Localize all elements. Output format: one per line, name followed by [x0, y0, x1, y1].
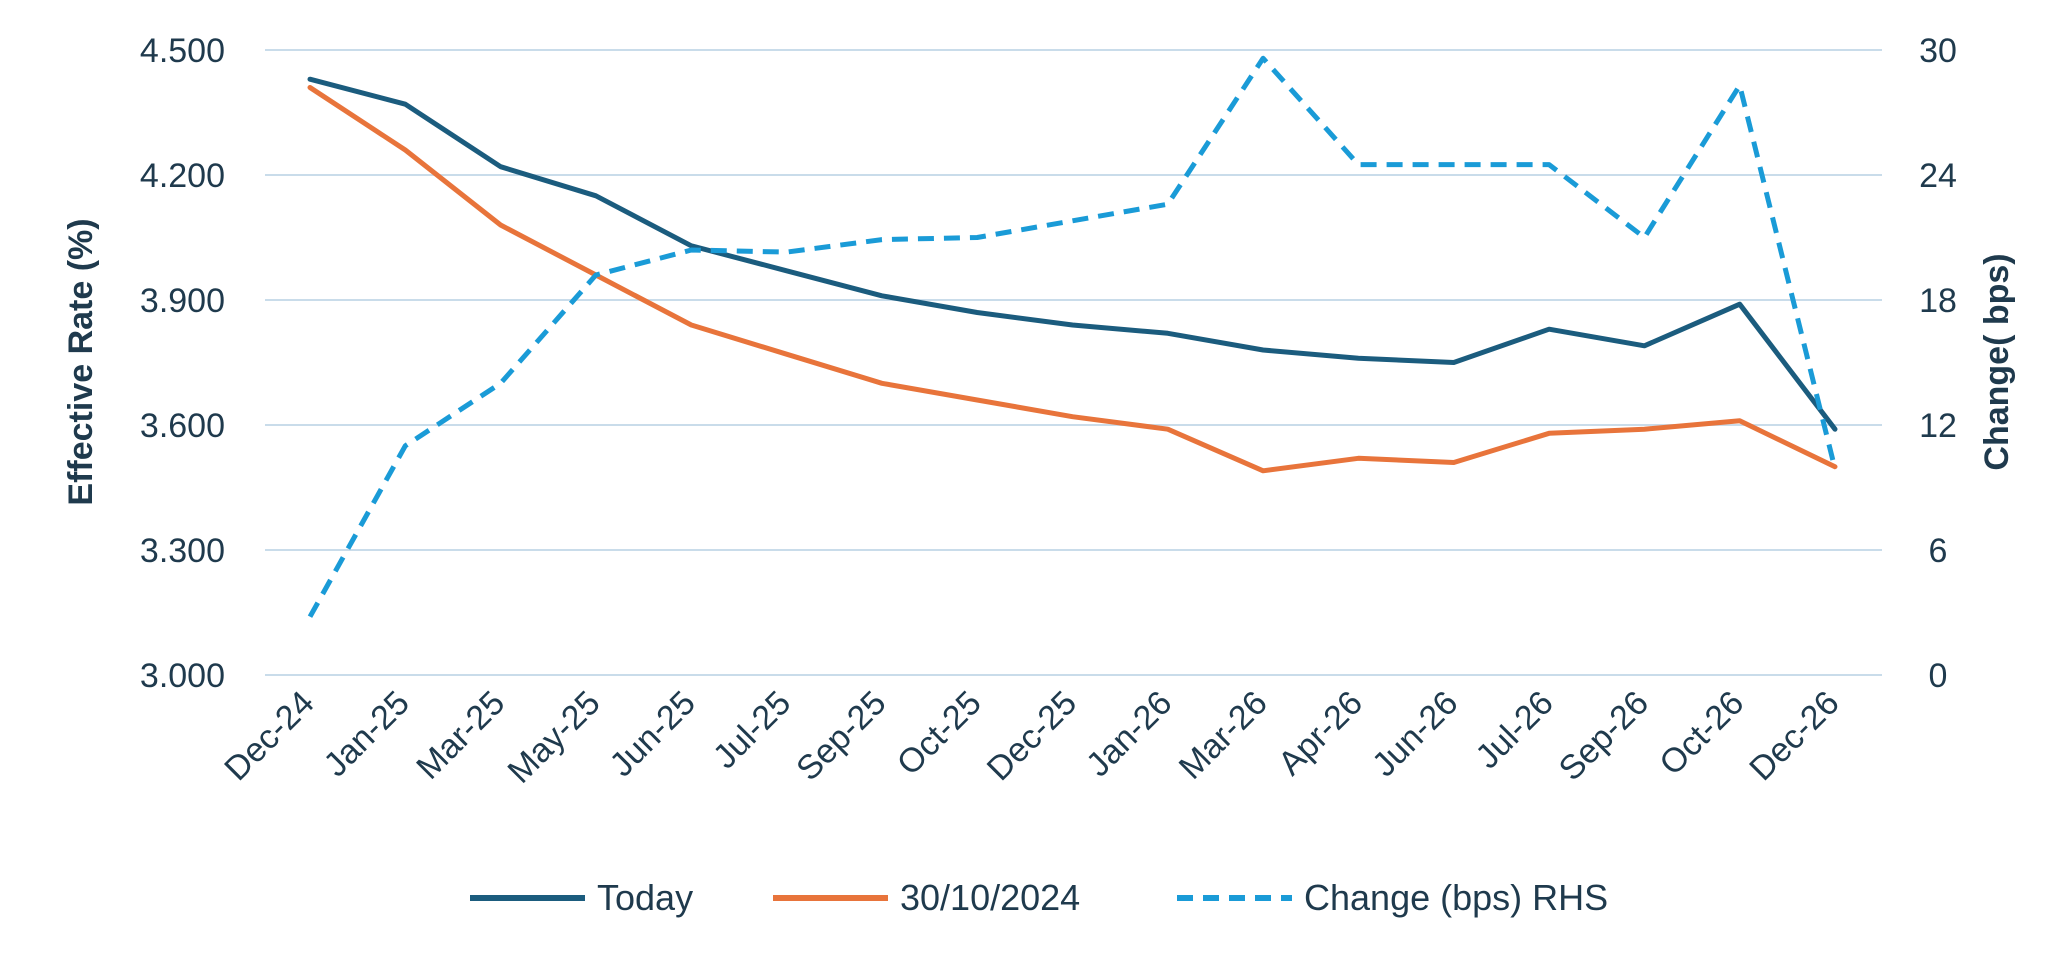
x-tick-label: Mar-26	[1172, 684, 1275, 787]
x-tick-label: Dec-24	[217, 684, 321, 788]
series-line-2	[307, 55, 1838, 618]
x-tick-label: Oct-26	[1652, 684, 1751, 783]
gridlines	[265, 49, 1882, 676]
x-tick-label: Jun-25	[603, 684, 703, 784]
x-tick-label: Jan-25	[317, 684, 417, 784]
legend-label-2: Change (bps) RHS	[1304, 877, 1608, 918]
left-tick-label: 4.500	[140, 32, 225, 70]
x-tick-label: Mar-25	[409, 684, 512, 787]
left-tick-label: 3.300	[140, 532, 225, 570]
left-tick-label: 3.000	[140, 657, 225, 695]
x-tick-label: Jun-26	[1365, 684, 1465, 784]
x-tick-label: Dec-26	[1742, 684, 1846, 788]
right-tick-label: 12	[1919, 407, 1957, 445]
series-line-0	[307, 76, 1838, 432]
right-tick-label: 30	[1919, 32, 1957, 70]
legend: Today 30/10/2024 Change (bps) RHS	[470, 877, 1608, 918]
right-axis-title: Change( bps)	[1978, 253, 2016, 470]
left-tick-label: 3.600	[140, 407, 225, 445]
legend-label-1: 30/10/2024	[900, 877, 1080, 918]
x-tick-label: Jul-26	[1468, 684, 1560, 776]
right-tick-label: 0	[1929, 657, 1948, 695]
left-axis-ticks: 3.000 3.300 3.600 3.900 4.200 4.500	[140, 32, 225, 695]
left-tick-label: 4.200	[140, 157, 225, 195]
series-lines	[307, 55, 1838, 618]
left-tick-label: 3.900	[140, 282, 225, 320]
x-tick-label: Dec-25	[980, 684, 1084, 788]
right-tick-label: 6	[1929, 532, 1948, 570]
legend-label-0: Today	[597, 877, 693, 918]
x-tick-label: Apr-26	[1271, 684, 1370, 783]
x-tick-label: May-25	[501, 684, 608, 791]
right-tick-label: 18	[1919, 282, 1957, 320]
right-axis-ticks: 0 6 12 18 24 30	[1919, 32, 1957, 695]
x-tick-label: Sep-25	[789, 684, 893, 788]
x-tick-label: Sep-26	[1552, 684, 1656, 788]
x-tick-label: Jan-26	[1079, 684, 1179, 784]
x-tick-label: Oct-25	[890, 684, 989, 783]
series-line-1	[307, 85, 1838, 474]
left-axis-title: Effective Rate (%)	[62, 218, 100, 505]
x-tick-label: Jul-25	[706, 684, 798, 776]
right-tick-label: 24	[1919, 157, 1957, 195]
